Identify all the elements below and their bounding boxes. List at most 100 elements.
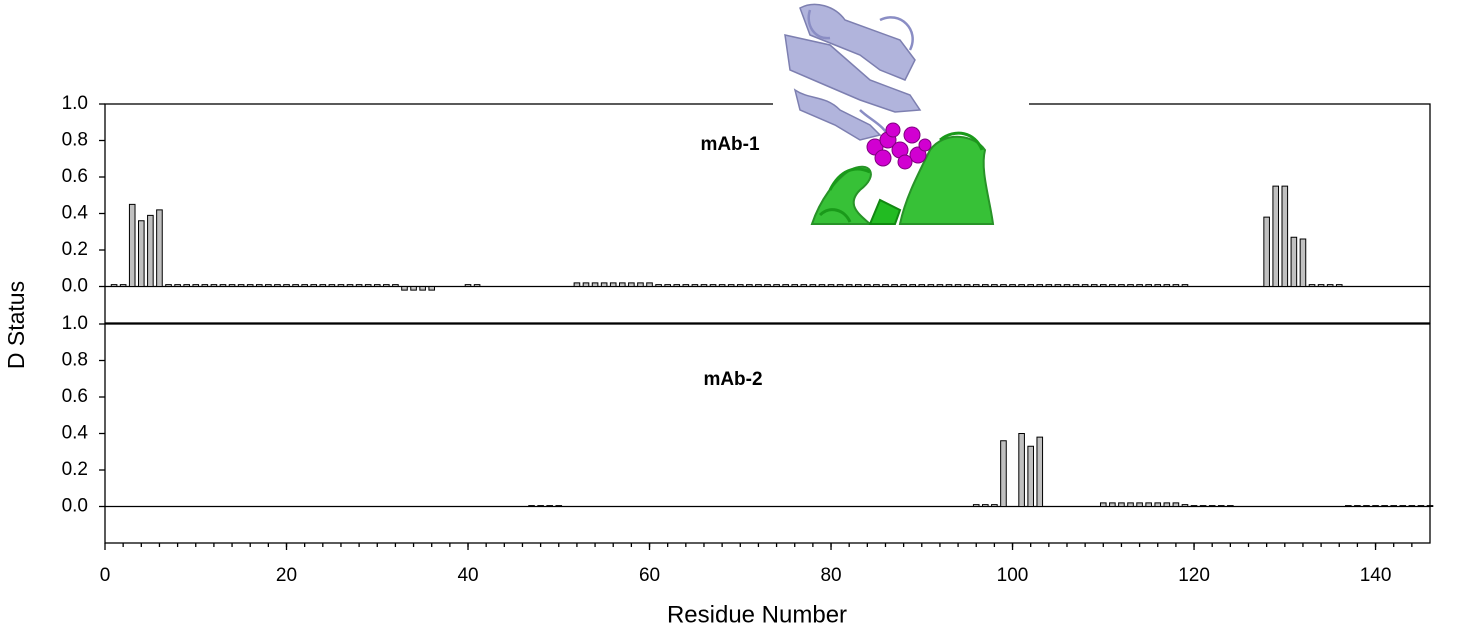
bar (982, 284, 989, 287)
bar (718, 284, 726, 287)
bar (1308, 284, 1316, 287)
bar (700, 284, 708, 287)
bar (1118, 502, 1125, 507)
bar (419, 286, 426, 291)
y-tick-label: 1.0 (62, 93, 88, 114)
bar (918, 284, 926, 287)
bar (1363, 505, 1370, 507)
bar (709, 284, 717, 287)
x-tick-label: 80 (820, 565, 841, 586)
bar (346, 284, 354, 287)
bar (1118, 284, 1125, 287)
y-tick-label: 0.6 (62, 386, 88, 407)
plot-frame (104, 103, 1431, 324)
x-tick-label: 140 (1360, 565, 1392, 586)
bar (982, 504, 989, 507)
x-tick-label: 40 (457, 565, 478, 586)
bar (310, 284, 318, 287)
y-tick-label: 0.0 (62, 276, 88, 297)
bar (1181, 284, 1189, 287)
bar (782, 284, 789, 287)
bar (1345, 505, 1352, 507)
bar (119, 284, 127, 287)
bar (1326, 284, 1334, 287)
bar (882, 284, 889, 287)
x-tick-label: 0 (100, 565, 111, 586)
bar (255, 284, 263, 287)
bar (183, 284, 190, 287)
bar (646, 282, 653, 287)
bar (1399, 505, 1407, 507)
bar (1354, 505, 1361, 507)
y-tick-label: 0.4 (62, 423, 89, 444)
bar (1154, 284, 1162, 287)
bar (1109, 502, 1116, 507)
bar (673, 284, 681, 287)
bar (319, 284, 327, 287)
panel-title: mAb-2 (703, 369, 762, 390)
bar (1000, 440, 1007, 507)
bar (827, 284, 835, 287)
bar (1136, 502, 1143, 507)
x-tick-label: 20 (276, 565, 297, 586)
bar (1154, 502, 1162, 507)
bar (618, 282, 626, 287)
bar (283, 284, 290, 287)
y-tick-label: 0.6 (62, 166, 88, 187)
bar (1227, 505, 1234, 507)
bar (1172, 284, 1180, 287)
bar (355, 284, 363, 287)
bar (900, 284, 907, 287)
bar (573, 282, 581, 287)
y-tick-label: 0.4 (62, 203, 89, 224)
bar (1127, 502, 1134, 507)
bar (528, 505, 535, 507)
bar (1181, 504, 1189, 507)
bar (991, 504, 998, 507)
bar (1099, 284, 1107, 287)
bar (682, 284, 690, 287)
bar (936, 284, 944, 287)
bar (301, 284, 308, 287)
bar (337, 284, 345, 287)
bar (128, 203, 136, 287)
bar (963, 284, 971, 287)
bar (773, 284, 780, 287)
bar (582, 282, 590, 287)
bar (555, 505, 563, 507)
bar (1408, 505, 1416, 507)
bar (1426, 505, 1434, 507)
panel-title: mAb-1 (700, 134, 760, 155)
bar (1045, 284, 1053, 287)
x-axis-label: Residue Number (667, 601, 847, 628)
bar (138, 220, 145, 287)
bar (1081, 284, 1089, 287)
bar (809, 284, 817, 287)
bar (1027, 284, 1034, 287)
bar (927, 284, 935, 287)
bar (1290, 236, 1298, 287)
bar (328, 284, 336, 287)
y-tick-label: 0.2 (62, 459, 88, 480)
bar (891, 284, 898, 287)
bar (156, 209, 163, 287)
protein-structure-inset (773, 0, 1029, 225)
bar (228, 284, 236, 287)
bar (736, 284, 744, 287)
bar (292, 284, 299, 287)
x-tick-label: 100 (997, 565, 1029, 586)
bar (600, 282, 608, 287)
bar (1190, 505, 1198, 507)
bar (392, 284, 399, 287)
bar (746, 284, 753, 287)
bar (800, 284, 808, 287)
bar (818, 284, 826, 287)
bar (664, 284, 671, 287)
y-tick-label: 0.2 (62, 239, 88, 260)
bar (210, 284, 218, 287)
bar (1072, 284, 1080, 287)
bar (972, 284, 980, 287)
bar (764, 284, 771, 287)
bar (1272, 185, 1280, 287)
